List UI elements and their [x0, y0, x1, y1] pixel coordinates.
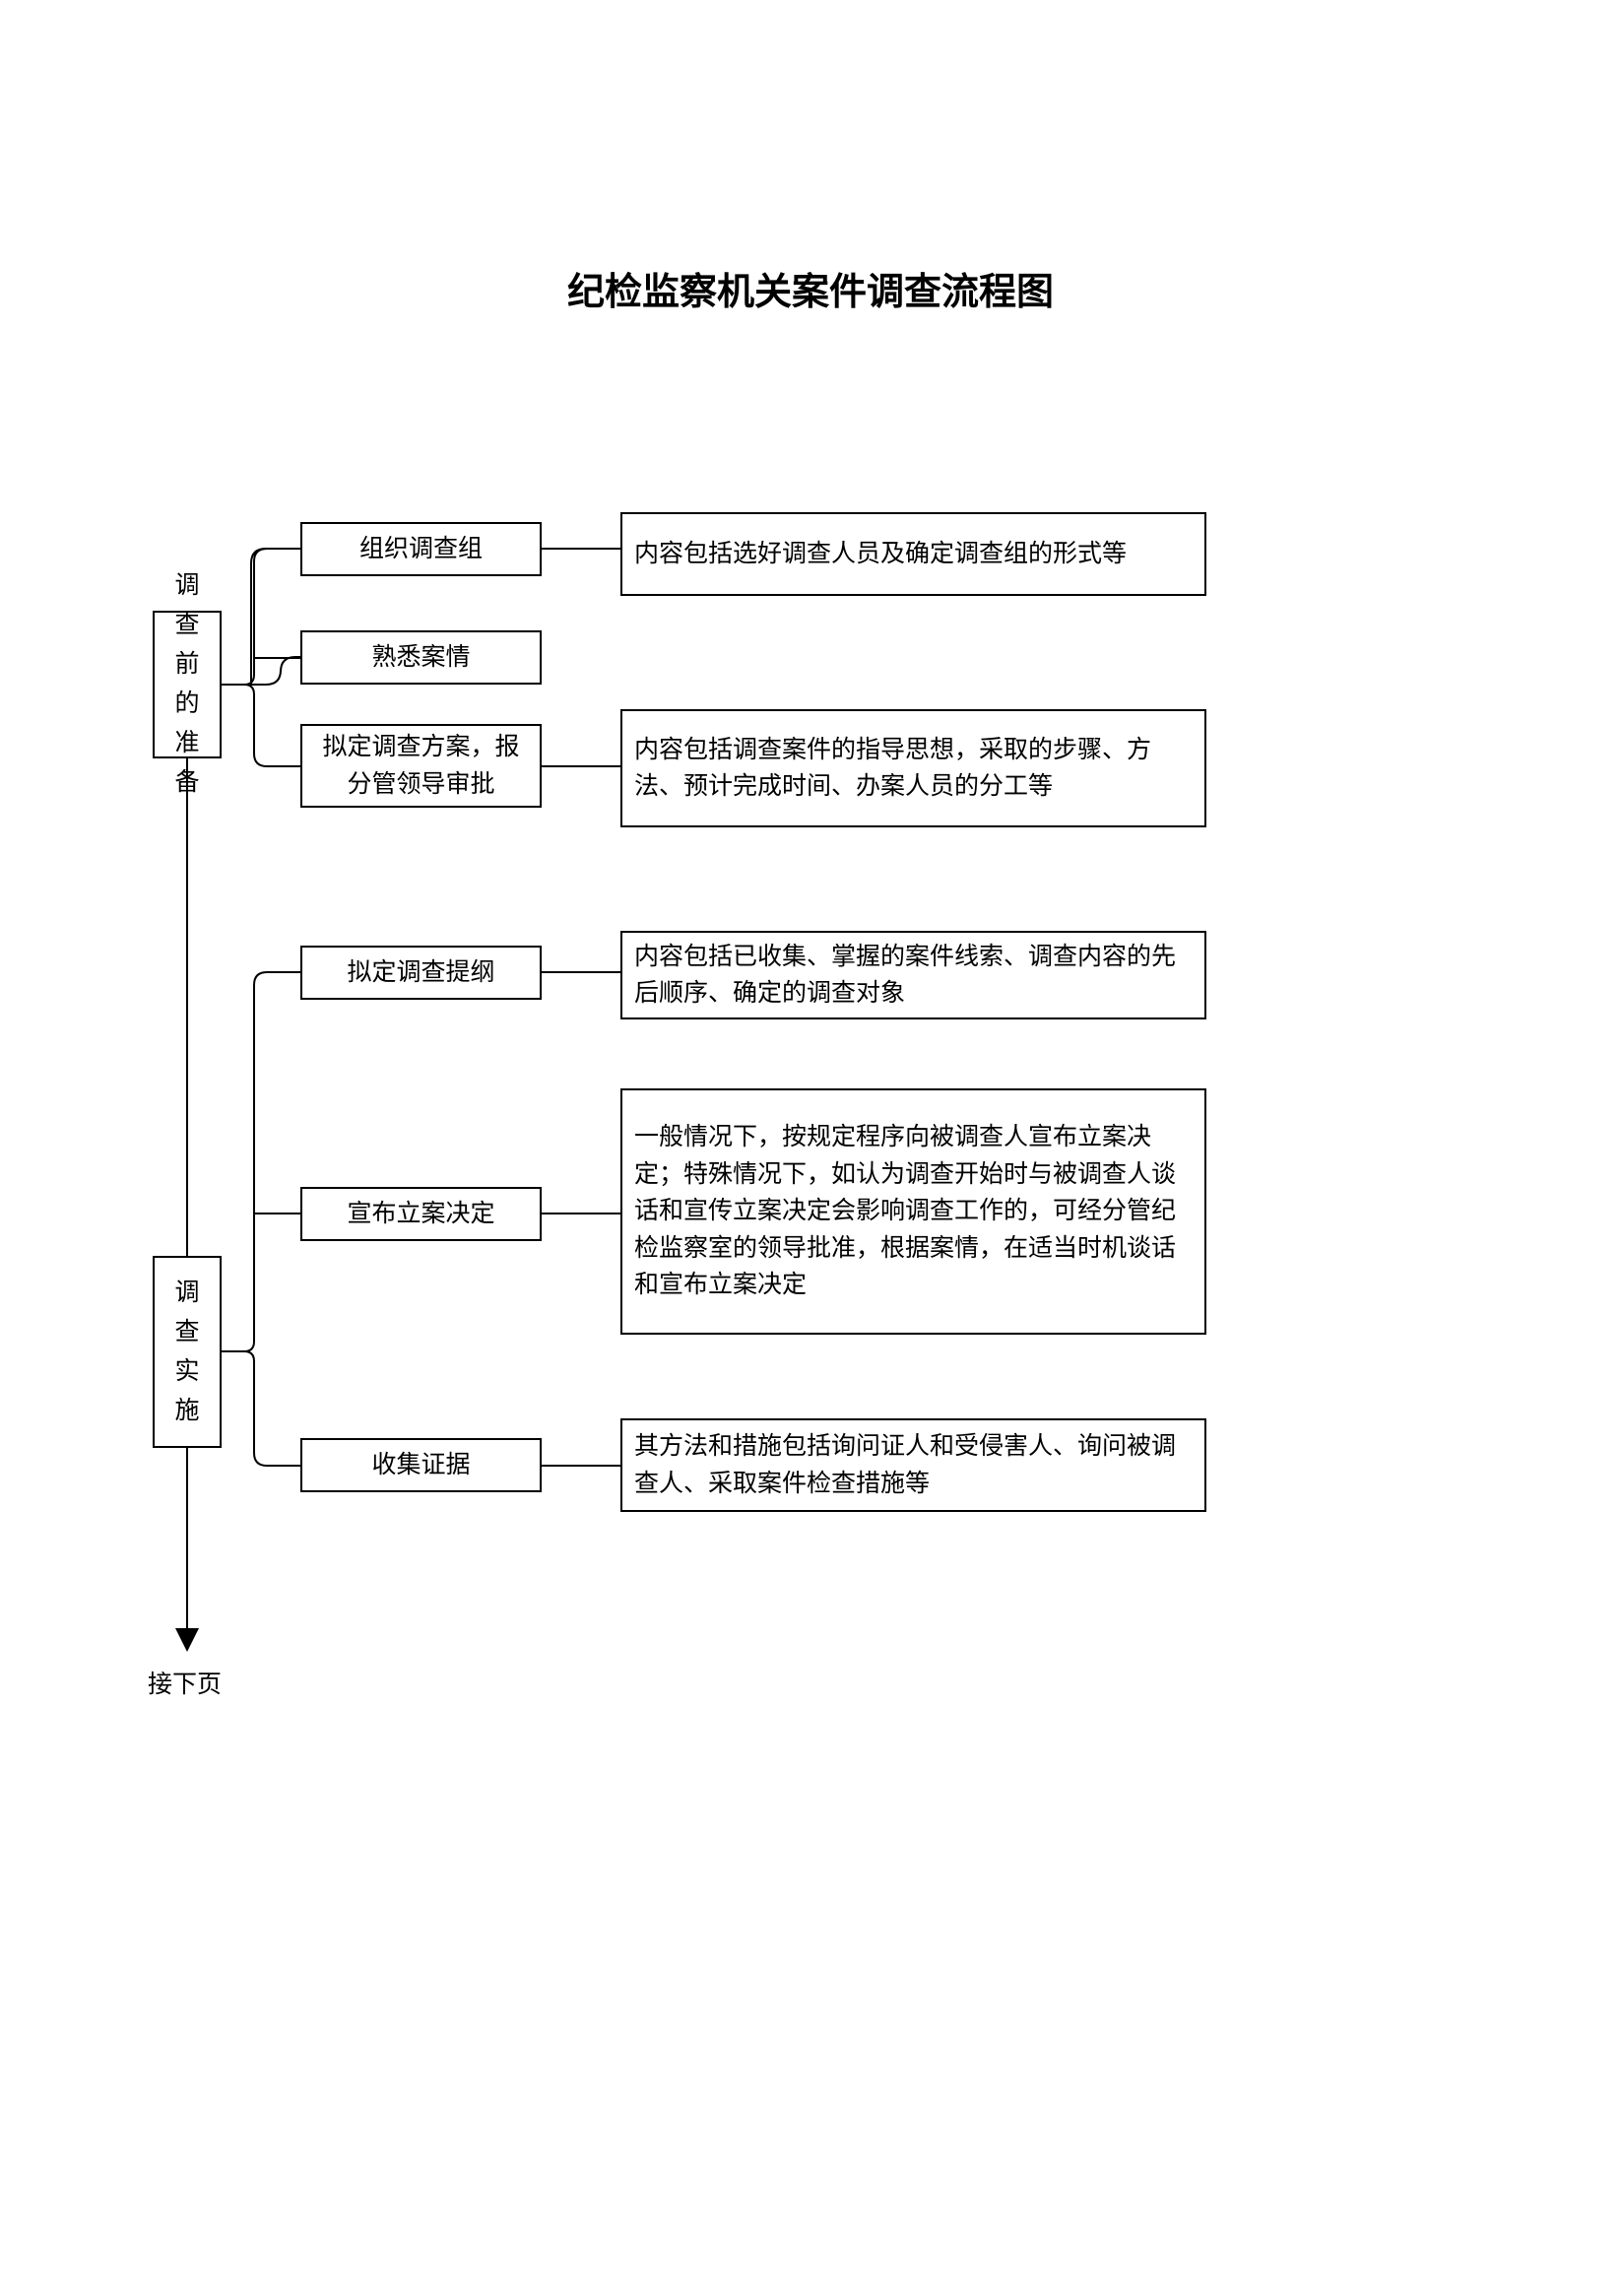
- step-collect: 收集证据: [300, 1438, 542, 1492]
- footer-label: 接下页: [148, 1665, 222, 1700]
- desc-plan: 内容包括调查案件的指导思想，采取的步骤、方法、预计完成时间、办案人员的分工等: [620, 709, 1206, 827]
- page-title: 纪检监察机关案件调查流程图: [0, 261, 1621, 315]
- step-plan: 拟定调查方案，报分管领导审批: [300, 724, 542, 808]
- step-famil-label: 熟悉案情: [371, 639, 470, 677]
- desc-announce: 一般情况下，按规定程序向被调查人宣布立案决定；特殊情况下，如认为调查开始时与被调…: [620, 1088, 1206, 1335]
- desc-collect-text: 其方法和措施包括询问证人和受侵害人、询问被调查人、采取案件检查措施等: [634, 1428, 1193, 1502]
- desc-org-text: 内容包括选好调查人员及确定调查组的形式等: [634, 536, 1127, 573]
- phase-exec: 调查实施: [153, 1256, 222, 1448]
- desc-collect: 其方法和措施包括询问证人和受侵害人、询问被调查人、采取案件检查措施等: [620, 1418, 1206, 1512]
- step-announce: 宣布立案决定: [300, 1187, 542, 1241]
- desc-plan-text: 内容包括调查案件的指导思想，采取的步骤、方法、预计完成时间、办案人员的分工等: [634, 732, 1193, 806]
- step-org: 组织调查组: [300, 522, 542, 576]
- step-outline-label: 拟定调查提纲: [347, 954, 494, 992]
- step-plan-label: 拟定调查方案，报分管领导审批: [322, 729, 519, 803]
- step-outline: 拟定调查提纲: [300, 946, 542, 1000]
- step-org-label: 组织调查组: [359, 531, 483, 568]
- phase-prep-label: 调查前的准备: [174, 566, 199, 803]
- step-collect-label: 收集证据: [371, 1447, 470, 1484]
- phase-prep: 调查前的准备: [153, 611, 222, 758]
- phase-exec-label: 调查实施: [174, 1274, 199, 1431]
- desc-org: 内容包括选好调查人员及确定调查组的形式等: [620, 512, 1206, 596]
- desc-outline-text: 内容包括已收集、掌握的案件线索、调查内容的先后顺序、确定的调查对象: [634, 939, 1193, 1013]
- desc-outline: 内容包括已收集、掌握的案件线索、调查内容的先后顺序、确定的调查对象: [620, 931, 1206, 1019]
- desc-announce-text: 一般情况下，按规定程序向被调查人宣布立案决定；特殊情况下，如认为调查开始时与被调…: [634, 1119, 1193, 1304]
- step-famil: 熟悉案情: [300, 630, 542, 685]
- step-announce-label: 宣布立案决定: [347, 1196, 494, 1233]
